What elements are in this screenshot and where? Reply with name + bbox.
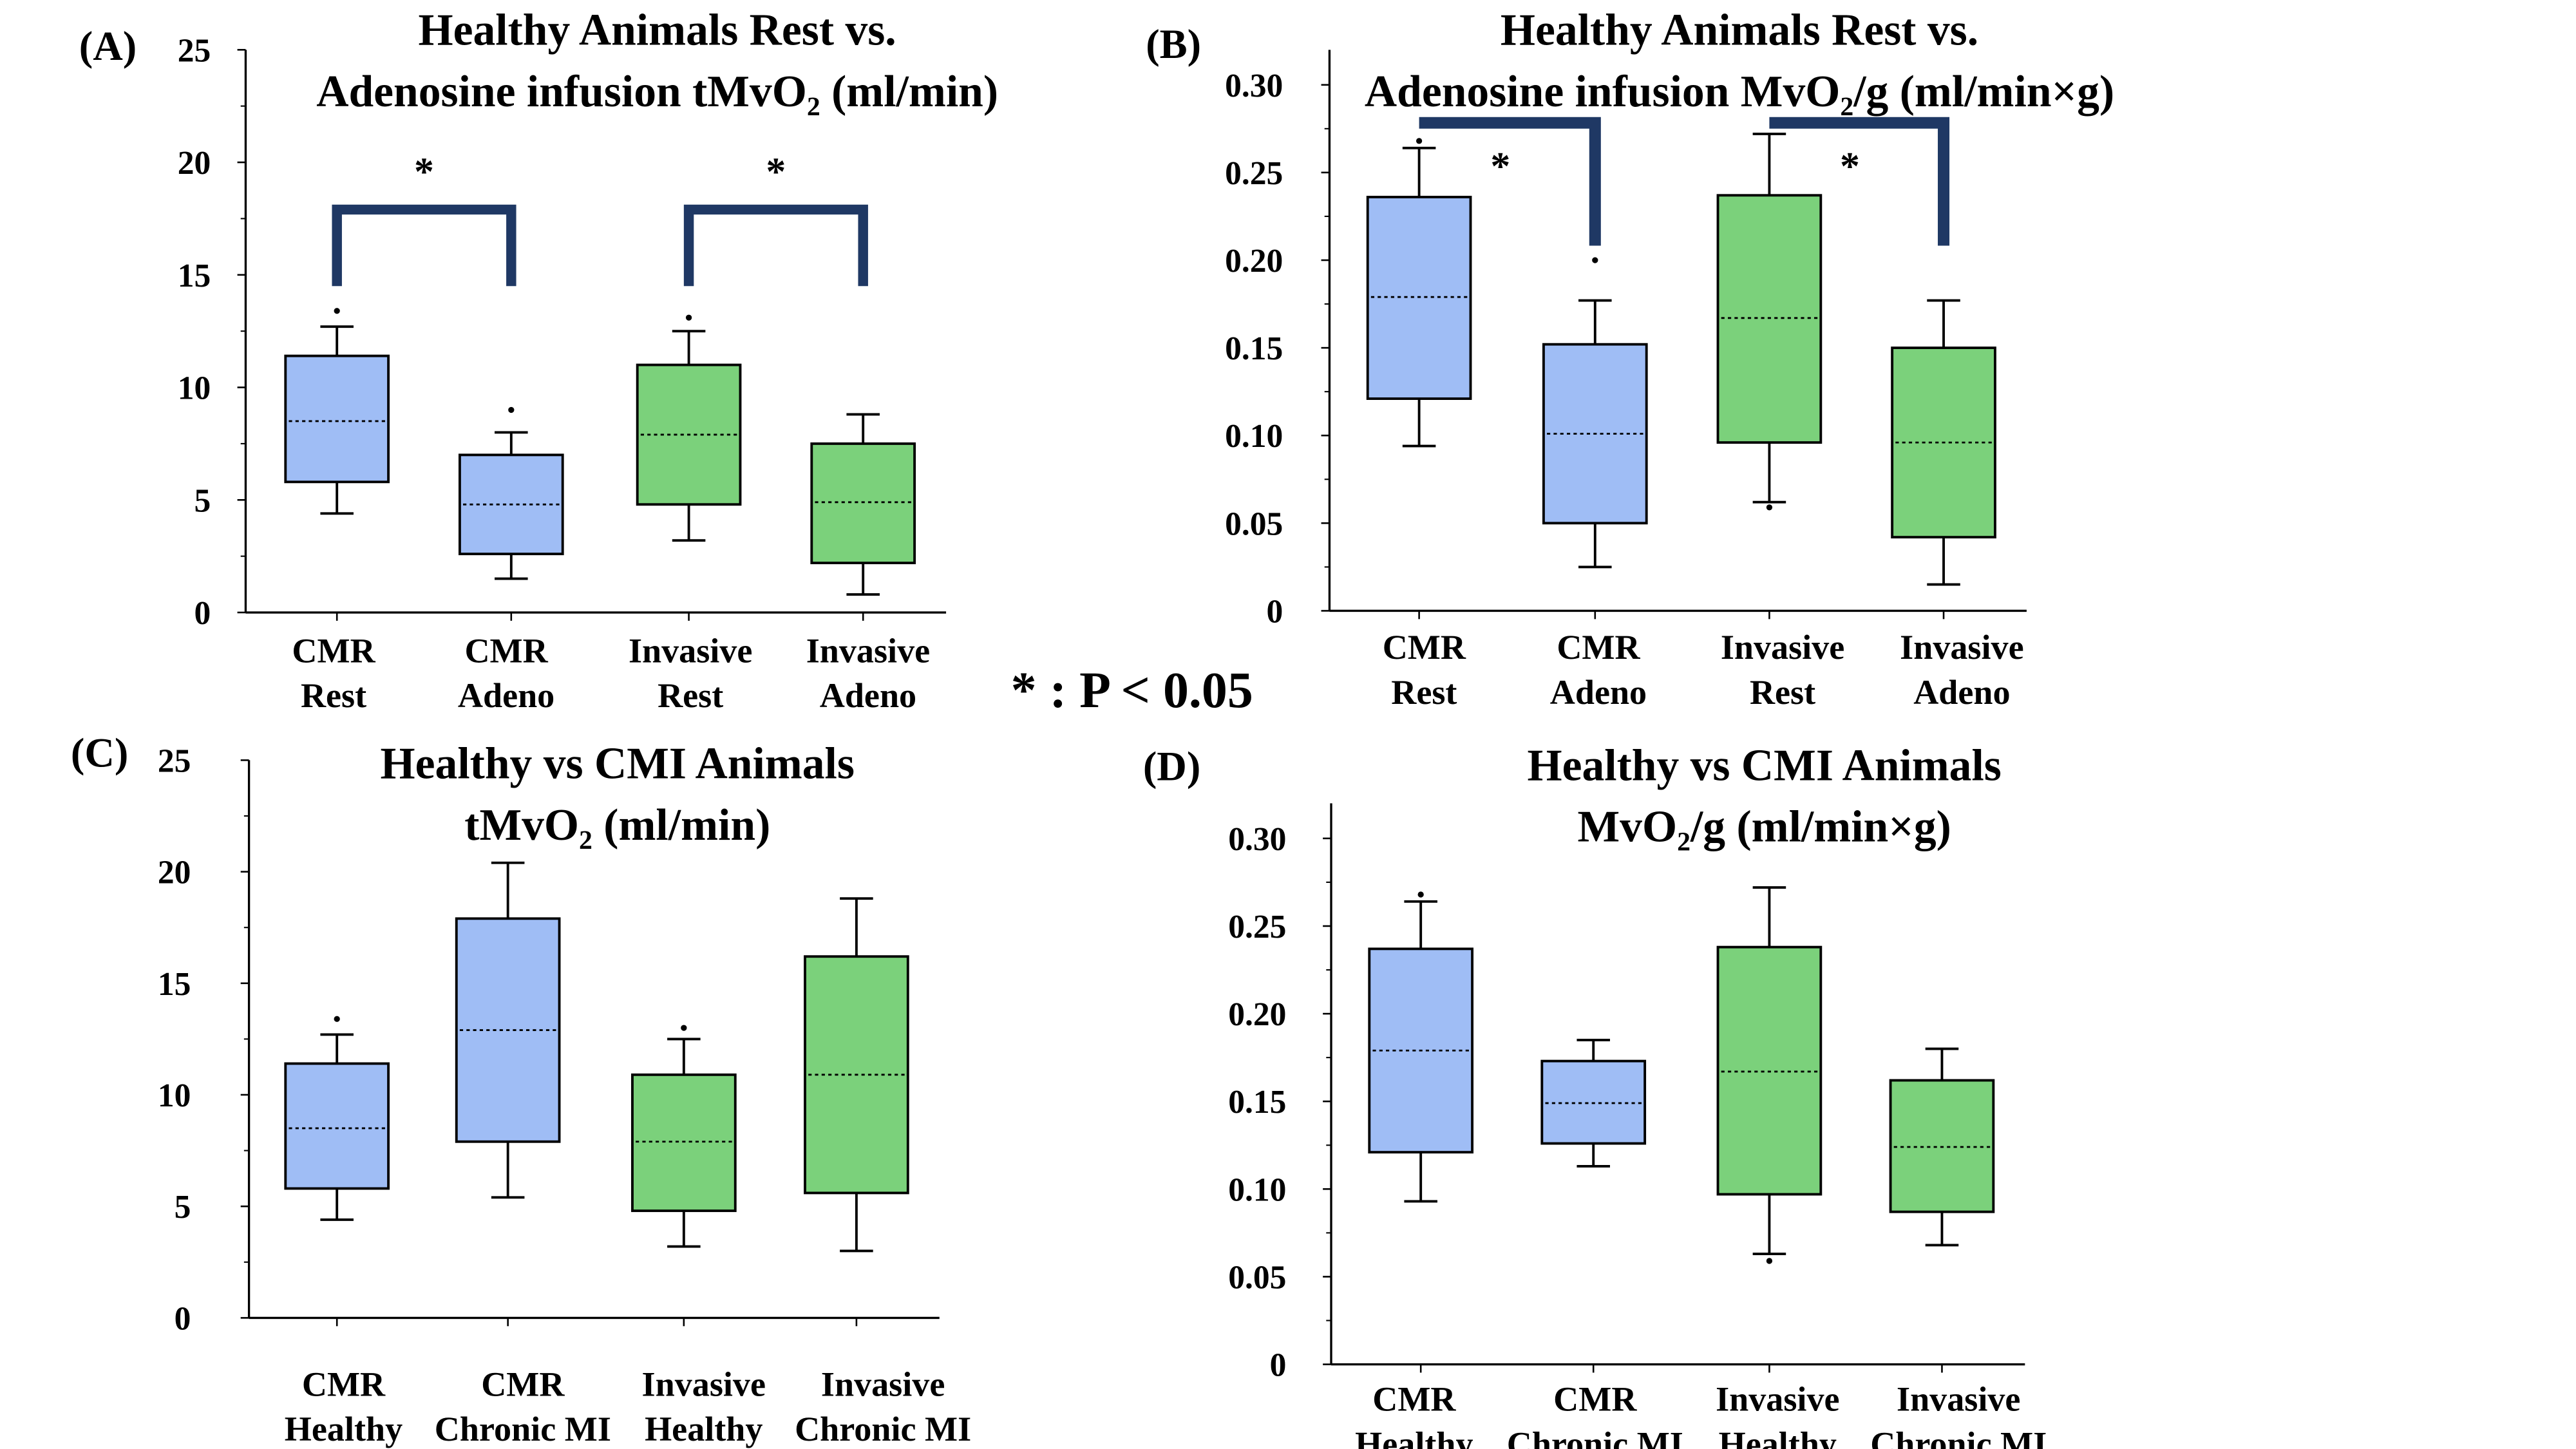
y-tick-label: 0: [1267, 593, 1283, 630]
x-category-label: Adeno: [820, 676, 916, 715]
y-tick-label: 0.15: [1225, 330, 1283, 367]
y-tick-label: 0.20: [1225, 243, 1283, 279]
box-iqr: [284, 354, 390, 484]
panel-letter: (C): [71, 730, 128, 776]
outlier-point: [1766, 504, 1773, 511]
x-category-label: Healthy: [1355, 1425, 1473, 1449]
x-category-label: CMR: [292, 631, 375, 670]
y-tick-label: 15: [158, 966, 191, 1003]
x-category-label: Adeno: [1913, 673, 2010, 712]
y-tick-label: 0.30: [1225, 68, 1283, 104]
chart-title-line: Healthy Animals Rest vs.: [419, 6, 896, 55]
y-tick-label: 0.10: [1228, 1171, 1286, 1208]
y-tick-label: 0.10: [1225, 418, 1283, 455]
y-tick-label: 0.05: [1228, 1259, 1286, 1296]
x-category-label: Invasive: [629, 631, 752, 670]
y-tick-label: 0.05: [1225, 506, 1283, 542]
significance-star: *: [1490, 144, 1510, 188]
panel-letter: (D): [1143, 743, 1200, 789]
significance-bracket: [683, 204, 868, 287]
y-tick-label: 20: [158, 855, 191, 891]
box-iqr: [284, 1062, 390, 1190]
y-tick-label: 25: [178, 32, 211, 69]
panel-letter: (B): [1146, 21, 1201, 67]
y-tick-label: 0: [1270, 1347, 1287, 1384]
outlier-point: [334, 1016, 340, 1022]
y-tick-label: 0.30: [1228, 821, 1286, 858]
chart-title-line: Healthy vs CMI Animals: [381, 739, 855, 789]
y-tick-label: 0.25: [1228, 909, 1286, 945]
significance-bracket: [1419, 117, 1601, 246]
x-category-label: CMR: [1557, 628, 1640, 667]
x-category-label: Healthy: [1719, 1425, 1837, 1449]
box-iqr: [631, 1073, 737, 1213]
significance-note: * : P < 0.05: [1011, 662, 1253, 719]
x-category-label: Rest: [1750, 673, 1815, 712]
x-category-label: Healthy: [645, 1410, 762, 1448]
outlier-point: [685, 314, 692, 321]
chart-panel-3: (D) Healthy vs CMI Animals MvO₂/g (ml/min×…: [1143, 741, 2047, 1449]
chart-title-line: Healthy vs CMI Animals: [1527, 741, 2001, 790]
y-tick-label: 0: [175, 1300, 191, 1337]
outlier-point: [1592, 257, 1598, 263]
y-tick-label: 20: [178, 145, 211, 182]
outlier-point: [1417, 891, 1424, 898]
significance-star: *: [1840, 144, 1860, 188]
box-iqr: [810, 442, 916, 565]
outlier-point: [508, 406, 515, 413]
y-tick-label: 5: [175, 1189, 191, 1226]
y-tick-label: 5: [194, 482, 211, 519]
outlier-point: [1416, 138, 1423, 144]
x-category-label: Invasive: [1897, 1380, 2020, 1419]
chart-title-line: tMvO₂ (ml/min): [464, 800, 770, 850]
outlier-point: [681, 1025, 687, 1031]
y-tick-label: 10: [178, 370, 211, 407]
x-category-label: Invasive: [1716, 1380, 1839, 1419]
x-category-label: CMR: [481, 1365, 565, 1404]
significance-star: *: [766, 150, 786, 194]
outlier-point: [334, 308, 340, 314]
x-category-label: CMR: [464, 631, 548, 670]
x-category-label: CMR: [1372, 1380, 1456, 1419]
x-category-label: Adeno: [458, 676, 554, 715]
y-tick-label: 0: [194, 595, 211, 632]
x-category-label: Invasive: [1721, 628, 1844, 667]
significance-bracket: [1769, 117, 1950, 246]
significance-star: *: [414, 150, 434, 194]
chart-panel-2: (C) Healthy vs CMI Animals tMvO₂ (ml/min) 0…: [71, 730, 971, 1448]
x-category-label: Healthy: [285, 1410, 402, 1448]
chart-title-line: Adenosine infusion MvO₂/g (ml/min×g): [1365, 67, 2114, 117]
significance-bracket: [332, 204, 516, 287]
y-tick-label: 0.20: [1228, 996, 1286, 1033]
x-category-label: CMR: [302, 1365, 386, 1404]
panel-letter: (A): [79, 23, 137, 69]
chart-title-line: Adenosine infusion tMvO₂ (ml/min): [316, 67, 998, 117]
x-category-label: Chronic MI: [1507, 1425, 1683, 1449]
x-category-label: Invasive: [806, 631, 930, 670]
y-tick-label: 10: [158, 1077, 191, 1114]
chart-title-line: MvO₂/g (ml/min×g): [1578, 802, 1951, 852]
x-category-label: Rest: [301, 676, 366, 715]
x-category-label: Invasive: [642, 1365, 766, 1404]
x-category-label: Rest: [1391, 673, 1457, 712]
chart-title-line: Healthy Animals Rest vs.: [1501, 6, 1978, 55]
y-tick-label: 15: [178, 258, 211, 294]
x-category-label: Chronic MI: [435, 1410, 611, 1448]
x-category-label: Invasive: [1900, 628, 2023, 667]
y-tick-label: 25: [158, 743, 191, 779]
outlier-point: [1766, 1258, 1773, 1264]
y-tick-label: 0.25: [1225, 155, 1283, 192]
x-category-label: Adeno: [1550, 673, 1647, 712]
y-tick-label: 0.15: [1228, 1084, 1286, 1121]
chart-panel-0: (A) Healthy Animals Rest vs. Adenosine inf…: [79, 6, 998, 715]
x-category-label: Rest: [658, 676, 723, 715]
chart-panel-1: (B) Healthy Animals Rest vs. Adenosine inf…: [1146, 6, 2114, 712]
x-category-label: CMR: [1553, 1380, 1637, 1419]
x-category-label: Invasive: [821, 1365, 945, 1404]
x-category-label: Chronic MI: [795, 1410, 971, 1448]
x-category-label: Chronic MI: [1870, 1425, 2047, 1449]
x-category-label: CMR: [1383, 628, 1466, 667]
